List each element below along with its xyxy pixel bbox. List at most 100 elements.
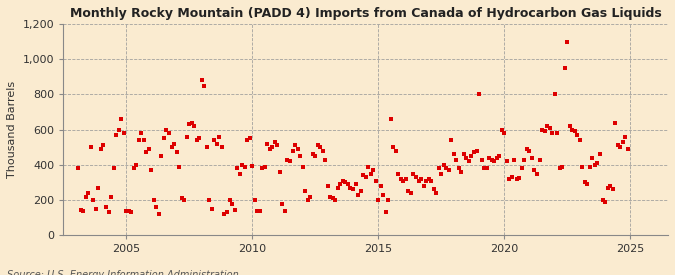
Point [378, 192, 389, 197]
Point [481, 166, 492, 170]
Point [468, 150, 479, 155]
Point [539, 129, 550, 134]
Point [285, 159, 296, 164]
Point [166, 145, 177, 149]
Point [282, 157, 293, 162]
Y-axis label: Thousand Barrels: Thousand Barrels [7, 81, 17, 178]
Point [315, 145, 325, 149]
Point [461, 156, 472, 160]
Point [612, 143, 623, 148]
Point [499, 131, 510, 135]
Point [560, 66, 570, 70]
Point [163, 131, 174, 135]
Point [464, 159, 475, 164]
Point [532, 171, 543, 176]
Point [302, 198, 313, 202]
Point [211, 141, 222, 146]
Point [547, 131, 558, 135]
Point [269, 140, 280, 144]
Point [76, 208, 86, 212]
Point [454, 166, 464, 170]
Point [509, 157, 520, 162]
Point [86, 145, 97, 149]
Point [169, 141, 180, 146]
Point [136, 131, 146, 135]
Point [313, 143, 323, 148]
Point [194, 136, 205, 141]
Point [365, 171, 376, 176]
Point [360, 175, 371, 179]
Point [373, 198, 383, 202]
Point [479, 166, 489, 170]
Point [587, 156, 598, 160]
Point [562, 39, 572, 44]
Title: Monthly Rocky Mountain (PADD 4) Imports from Canada of Hydrocarbon Gas Liquids: Monthly Rocky Mountain (PADD 4) Imports … [70, 7, 662, 20]
Point [371, 178, 381, 183]
Point [486, 157, 497, 162]
Point [585, 164, 595, 169]
Point [106, 194, 117, 199]
Point [557, 164, 568, 169]
Point [551, 131, 562, 135]
Point [121, 208, 132, 213]
Point [83, 191, 94, 195]
Point [375, 184, 386, 188]
Point [249, 198, 260, 202]
Point [275, 170, 286, 174]
Point [259, 164, 270, 169]
Point [290, 143, 300, 148]
Point [173, 164, 184, 169]
Point [307, 152, 318, 156]
Point [358, 173, 369, 178]
Point [466, 154, 477, 158]
Point [572, 133, 583, 137]
Point [443, 168, 454, 172]
Point [204, 198, 215, 202]
Point [161, 127, 172, 132]
Point [325, 194, 335, 199]
Point [232, 166, 242, 170]
Point [80, 194, 91, 199]
Point [618, 140, 628, 144]
Point [131, 163, 142, 167]
Point [574, 138, 585, 142]
Text: Source: U.S. Energy Information Administration: Source: U.S. Energy Information Administ… [7, 271, 238, 275]
Point [88, 198, 99, 202]
Point [217, 145, 227, 149]
Point [207, 207, 217, 211]
Point [615, 145, 626, 149]
Point [338, 178, 348, 183]
Point [368, 168, 379, 172]
Point [126, 210, 136, 214]
Point [514, 176, 524, 180]
Point [608, 187, 618, 192]
Point [491, 156, 502, 160]
Point [512, 177, 522, 181]
Point [138, 138, 149, 142]
Point [304, 194, 315, 199]
Point [141, 150, 152, 155]
Point [148, 198, 159, 202]
Point [524, 148, 535, 153]
Point [605, 184, 616, 188]
Point [471, 148, 482, 153]
Point [111, 133, 122, 137]
Point [96, 147, 107, 151]
Point [406, 191, 416, 195]
Point [431, 191, 441, 195]
Point [398, 178, 409, 183]
Point [484, 156, 495, 160]
Point [265, 147, 275, 151]
Point [191, 138, 202, 142]
Point [385, 117, 396, 121]
Point [451, 157, 462, 162]
Point [176, 196, 187, 200]
Point [244, 136, 255, 141]
Point [151, 205, 162, 209]
Point [254, 208, 265, 213]
Point [186, 120, 197, 125]
Point [577, 164, 588, 169]
Point [267, 145, 277, 149]
Point [426, 178, 437, 183]
Point [529, 168, 540, 172]
